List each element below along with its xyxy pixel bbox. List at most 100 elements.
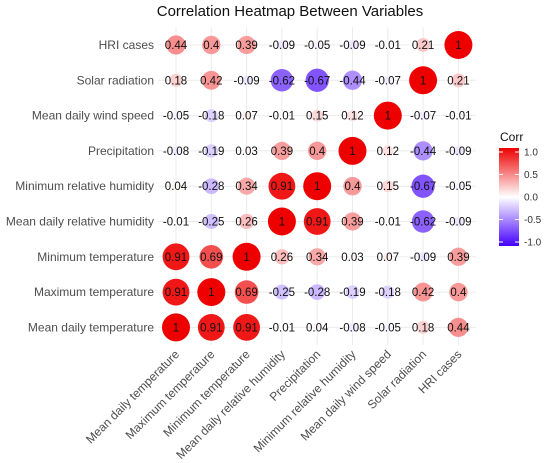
cell-value-label: -0.08 [163,146,189,158]
heatmap-cell [203,214,219,229]
cell-value-label: -0.18 [198,111,224,123]
heatmap-cell [311,109,324,122]
cell-value-label: -0.19 [339,287,365,299]
cell-value-label: 0.18 [165,75,187,87]
cell-value-label: -0.18 [375,287,401,299]
heatmap-cell [172,182,180,191]
heatmap-cell [343,176,362,196]
cell-value-label: 0.4 [309,146,326,158]
cell-value-label: -0.07 [410,111,436,123]
cell-value-label: 0.26 [271,252,293,264]
legend-tick-label: -1.0 [524,238,542,249]
cell-value-label: 0.12 [377,146,399,158]
heatmap-cell [305,68,329,92]
heatmap-cell [413,282,433,302]
y-label-minimum-relative-humidity: Minimum relative humidity [15,179,154,193]
y-label-hri-cases: HRI cases [99,38,154,52]
cell-value-label: 0.21 [412,40,434,52]
cell-value-label: 0.07 [235,111,257,123]
cell-value-label: -0.01 [375,217,401,229]
heatmap-cell [416,38,431,52]
cell-value-label: -0.01 [163,217,189,229]
legend-tick-label: 0.5 [524,170,538,181]
cell-value-label: -0.09 [269,40,295,52]
cell-value-label: -0.44 [339,75,366,87]
cell-value-label: -0.05 [375,322,401,334]
heatmap-cell [383,323,392,332]
heatmap-cell [277,111,286,120]
y-label-mean-daily-temperature: Mean daily temperature [28,320,154,334]
cell-value-label: 0.03 [341,252,363,264]
cell-value-label: 0.91 [165,252,187,264]
heatmap-cell [270,69,294,92]
cell-value-label: -0.25 [198,217,224,229]
heatmap-cell [382,145,394,157]
cell-value-label: 0.15 [306,111,328,123]
legend-ticks: 1.0 0.5 0.0 -0.5 -1.0 [499,148,542,249]
heatmap-cell [383,41,392,49]
heatmap-cell [409,66,438,95]
heatmap-cell [416,320,430,334]
heatmap-cell [242,111,252,121]
heatmap-cell [274,284,290,300]
heatmap-cell [444,31,473,59]
heatmap-cells: 0.44 0.4 0.39 -0.09 -0.05 -0.09 -0.01 0.21 1 0.18… [162,31,473,342]
cell-value-label: -0.05 [163,111,189,123]
cell-value-label: -0.01 [375,40,401,52]
heatmap-cell [303,172,332,201]
cell-value-label: 0.91 [165,287,187,299]
heatmap-cell [162,313,190,342]
cell-value-label: -0.01 [445,111,471,123]
cell-value-label: 0.34 [306,252,329,264]
cell-value-label: 1 [243,252,249,264]
cell-value-label: 0.15 [377,181,399,193]
cell-value-label: 0.69 [235,287,257,299]
heatmap-cell [242,146,251,155]
cell-value-label: -0.09 [445,146,471,158]
heatmap-cell [238,177,256,195]
heatmap-cell [418,251,428,262]
heatmap-cell [383,75,393,85]
heatmap-cell [172,111,180,120]
heatmap-cell [309,284,326,300]
cell-value-label: -0.62 [269,75,295,87]
cell-value-label: 0.26 [235,217,257,229]
cell-value-label: -0.05 [445,181,471,193]
cell-value-label: 1 [208,287,214,299]
cell-value-label: 0.44 [165,40,188,52]
cell-value-label: 0.07 [377,252,399,264]
cell-value-label: 1 [420,75,426,87]
legend: Corr 1.0 0.5 0.0 -0.5 -1.0 [499,130,542,249]
heatmap-cell [172,217,180,226]
heatmap-cell [202,35,221,55]
cell-value-label: 0.4 [203,40,220,52]
cell-value-label: 0.03 [235,146,257,158]
cell-value-label: 1 [173,322,179,334]
cell-value-label: -0.09 [233,75,259,87]
legend-tick-label: 0.0 [524,193,538,204]
cell-value-label: 1 [314,181,320,193]
cell-value-label: -0.07 [375,75,401,87]
cell-value-label: -0.28 [304,287,330,299]
cell-value-label: 0.21 [447,75,469,87]
cell-value-label: 0.12 [341,111,363,123]
heatmap-cell [383,217,392,226]
cell-value-label: -0.19 [198,146,224,158]
heatmap-cell [237,35,256,55]
heatmap-cell [238,213,255,230]
chart-title: Correlation Heatmap Between Variables [157,3,424,20]
heatmap-cell [347,40,358,50]
y-label-mean-daily-wind-speed: Mean daily wind speed [32,109,154,123]
heatmap-cell [373,101,402,130]
cell-value-label: -0.67 [304,75,330,87]
cell-value-label: 0.69 [200,252,222,264]
cell-value-label: 1 [349,146,355,158]
cell-value-label: 0.4 [345,181,362,193]
legend-title: Corr [500,130,523,144]
cell-value-label: -0.01 [269,322,295,334]
cell-value-label: 0.91 [306,217,328,229]
heatmap-cell [448,317,469,338]
heatmap-cell [418,111,428,121]
heatmap-cell [199,244,224,269]
cell-value-label: 0.39 [447,252,469,264]
